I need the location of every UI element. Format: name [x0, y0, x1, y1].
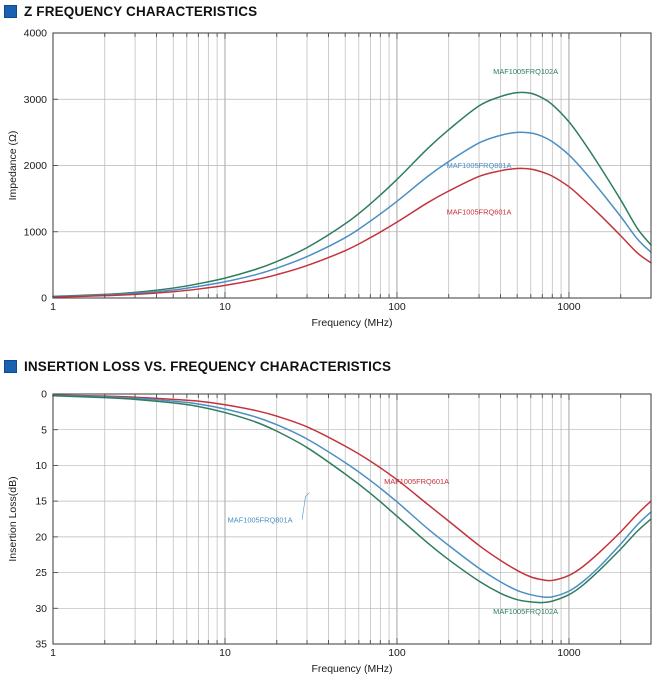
axis-tick-labels: 1 10 100 1000 0 1000 2000 3000 4000 [24, 28, 581, 313]
series-label-MAF1005FRQ801A: MAF1005FRQ801A [447, 161, 512, 170]
grid-lines [52, 33, 652, 298]
series-curve-MAF1005FRQ102A [52, 91, 652, 298]
data-series-group [52, 91, 652, 298]
x-tick-label: 1000 [557, 647, 581, 659]
axis-titles: Frequency (MHz) Insertion Loss(dB) [7, 476, 393, 675]
chart-2-canvas: 1 10 100 1000 0 5 10 15 20 25 30 35 Frequency (MHz) I… [7, 389, 652, 675]
y-tick-label: 0 [41, 293, 47, 305]
y-tick-label: 1000 [24, 226, 48, 238]
series-curve-MAF1005FRQ801A [52, 394, 652, 599]
x-tick-label: 100 [388, 301, 406, 313]
x-axis-title: Frequency (MHz) [311, 317, 392, 329]
y-tick-label: 5 [41, 424, 47, 436]
y-tick-label: 4000 [24, 28, 48, 40]
y-axis-title: Insertion Loss(dB) [7, 476, 19, 561]
x-tick-label: 1000 [557, 301, 581, 313]
chart-1-canvas: 1 10 100 1000 0 1000 2000 3000 4000 Frequency (MH… [7, 28, 652, 329]
y-axis-title: Impedance (Ω) [7, 131, 19, 201]
series-curve-MAF1005FRQ801A [52, 131, 652, 298]
series-label-MAF1005FRQ102A: MAF1005FRQ102A [493, 607, 558, 616]
axis-titles: Frequency (MHz) Impedance (Ω) [7, 131, 393, 329]
series-label-MAF1005FRQ601A: MAF1005FRQ601A [384, 477, 449, 486]
blue-square-bullet-icon [4, 4, 17, 18]
chart-z-frequency-characteristics: 1 10 100 1000 0 1000 2000 3000 4000 Frequency (MH… [0, 24, 666, 340]
series-label-MAF1005FRQ601A: MAF1005FRQ601A [447, 208, 512, 217]
section-heading-z-frequency: Z FREQUENCY CHARACTERISTICS [4, 2, 257, 20]
axis-tick-labels: 1 10 100 1000 0 5 10 15 20 25 30 35 [35, 389, 580, 659]
data-series-group [52, 394, 652, 604]
series-annotations: MAF1005FRQ601A MAF1005FRQ801A MAF1005FRQ10… [228, 477, 559, 616]
plot-frame [52, 393, 652, 645]
x-tick-label: 10 [219, 301, 231, 313]
series-label-MAF1005FRQ102A: MAF1005FRQ102A [493, 67, 558, 76]
y-tick-label: 25 [35, 567, 47, 579]
series-annotations: MAF1005FRQ102A MAF1005FRQ801A MAF1005FRQ60… [447, 67, 559, 216]
y-tick-label: 10 [35, 460, 47, 472]
section-heading-insertion-loss: INSERTION LOSS VS. FREQUENCY CHARACTERIS… [4, 357, 391, 375]
x-tick-label: 1 [50, 301, 56, 313]
y-tick-label: 15 [35, 496, 47, 508]
x-axis-title: Frequency (MHz) [311, 663, 392, 675]
plot-frame [52, 32, 652, 299]
series-curve-MAF1005FRQ102A [52, 395, 652, 604]
y-tick-label: 35 [35, 639, 47, 651]
y-tick-label: 2000 [24, 160, 48, 172]
y-tick-label: 20 [35, 531, 47, 543]
section-title: INSERTION LOSS VS. FREQUENCY CHARACTERIS… [24, 358, 392, 374]
x-tick-label: 1 [50, 647, 56, 659]
blue-square-bullet-icon [4, 359, 17, 373]
chart-insertion-loss-vs-frequency: 1 10 100 1000 0 5 10 15 20 25 30 35 Frequency (MHz) I… [0, 382, 666, 682]
y-tick-label: 3000 [24, 94, 48, 106]
y-tick-label: 0 [41, 389, 47, 401]
x-tick-label: 10 [219, 647, 231, 659]
series-curve-MAF1005FRQ601A [52, 167, 652, 298]
series-label-MAF1005FRQ801A: MAF1005FRQ801A [228, 516, 293, 525]
series-curve-MAF1005FRQ601A [52, 394, 652, 582]
series-leader-line [301, 492, 310, 520]
grid-lines [52, 394, 652, 644]
y-tick-label: 30 [35, 603, 47, 615]
x-tick-label: 100 [388, 647, 406, 659]
section-title: Z FREQUENCY CHARACTERISTICS [24, 3, 258, 19]
